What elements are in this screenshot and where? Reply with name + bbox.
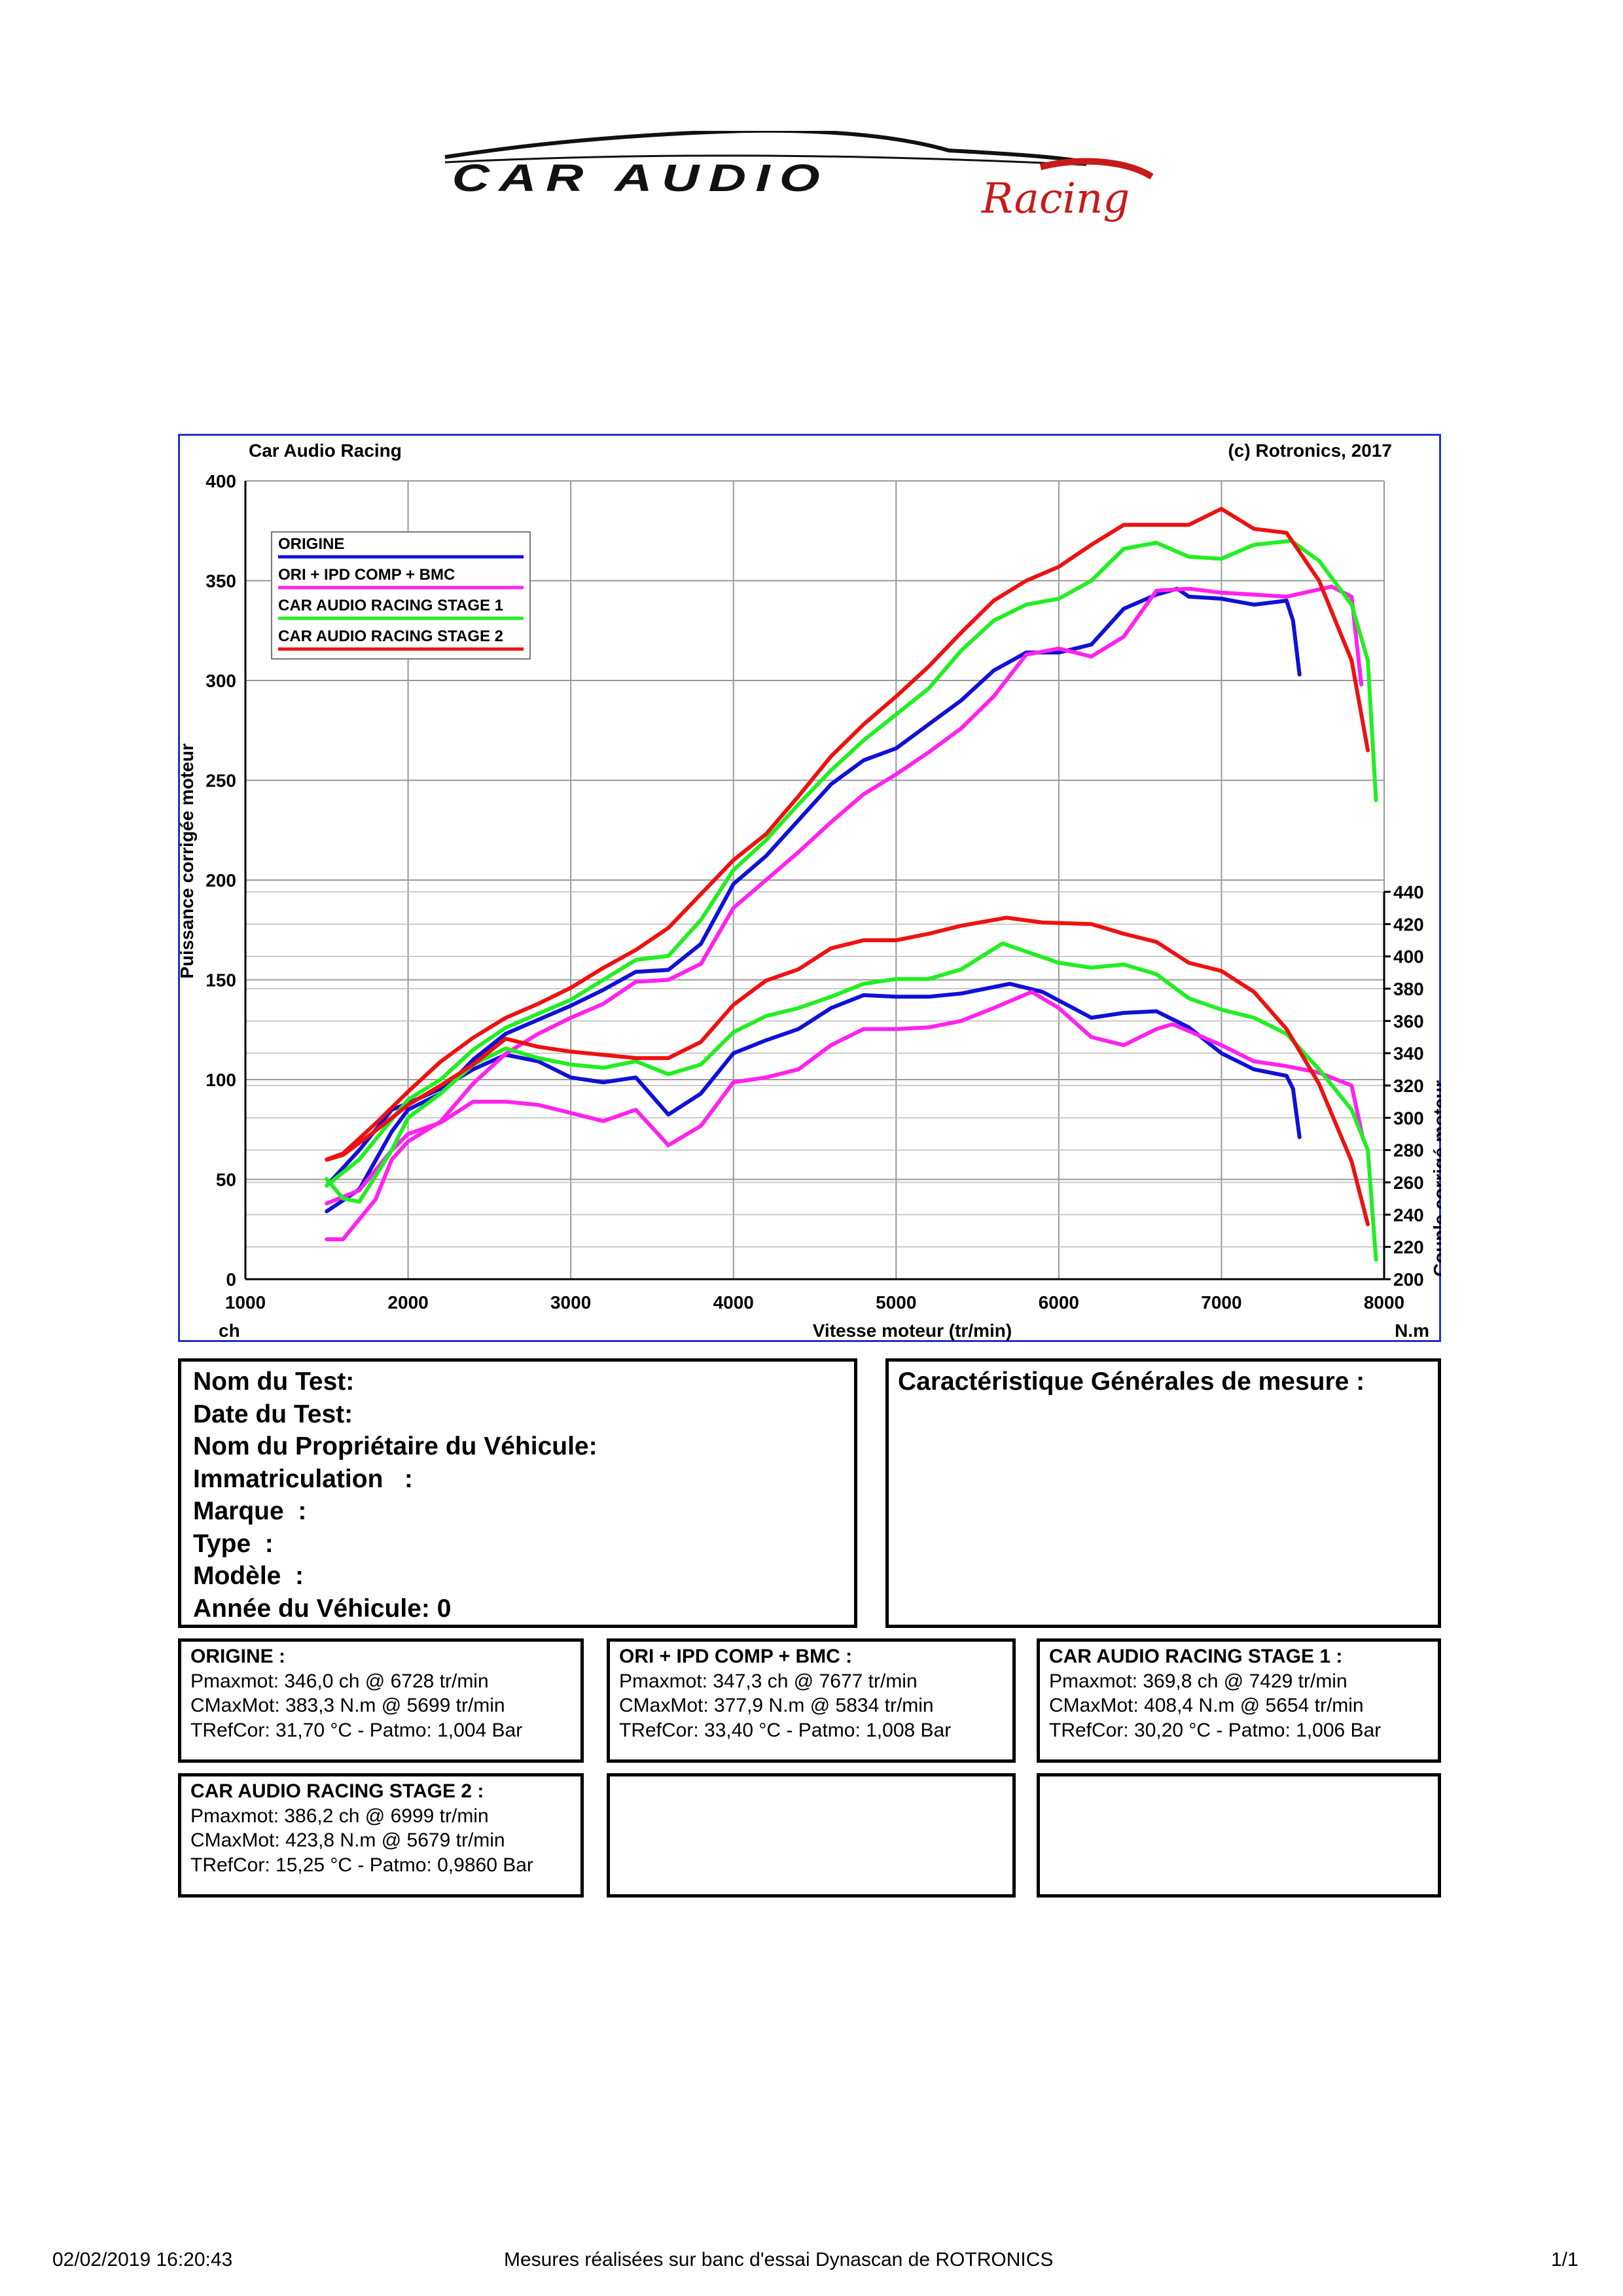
x-axis-label: Vitesse moteur (tr/min) — [813, 1320, 1012, 1341]
result-title: ORI + IPD COMP + BMC : — [619, 1646, 853, 1667]
y2-tick-label: 220 — [1393, 1237, 1424, 1258]
unit-right: N.m — [1395, 1320, 1429, 1341]
result-box-empty-1 — [607, 1773, 1016, 1898]
result-cmax: CMaxMot: 383,3 N.m @ 5699 tr/min — [190, 1695, 505, 1716]
brand-label: Marque : — [193, 1497, 307, 1525]
footer-page: 1/1 — [1551, 2249, 1578, 2270]
result-tref: TRefCor: 15,25 °C - Patmo: 0,9860 Bar — [190, 1854, 533, 1876]
y2-tick-label: 360 — [1393, 1011, 1424, 1031]
y-tick-label: 150 — [205, 970, 236, 991]
y2-tick-label: 400 — [1393, 947, 1424, 967]
result-box-empty-2 — [1037, 1773, 1441, 1898]
x-tick-label: 5000 — [876, 1292, 916, 1313]
power-line-series-4 — [325, 506, 1370, 1161]
result-title: ORIGINE : — [190, 1646, 286, 1667]
legend-label: CAR AUDIO RACING STAGE 2 — [278, 627, 503, 645]
y2-tick-label: 340 — [1393, 1044, 1424, 1064]
result-pmax: Pmaxmot: 347,3 ch @ 7677 tr/min — [619, 1670, 918, 1692]
car-audio-racing-logo: CAR AUDIO Racing — [444, 131, 1154, 223]
torque-line-series-1 — [325, 981, 1302, 1188]
y2-tick-label: 420 — [1393, 914, 1424, 934]
result-tref: TRefCor: 31,70 °C - Patmo: 1,004 Bar — [190, 1719, 523, 1741]
general-characteristics-box: Caractéristique Générales de mesure : — [885, 1358, 1441, 1628]
torque-line-series-4 — [325, 915, 1370, 1227]
general-characteristics-title: Caractéristique Générales de mesure : — [898, 1368, 1365, 1396]
result-title: CAR AUDIO RACING STAGE 2 : — [190, 1780, 484, 1802]
result-tref: TRefCor: 33,40 °C - Patmo: 1,008 Bar — [619, 1719, 952, 1741]
legend-label: CAR AUDIO RACING STAGE 1 — [278, 597, 503, 614]
test-info-box: Nom du Test: Date du Test: Nom du Propri… — [178, 1358, 857, 1628]
y-tick-label: 300 — [205, 671, 236, 691]
legend-label: ORIGINE — [278, 535, 344, 553]
test-date-label: Date du Test: — [193, 1400, 353, 1428]
legend-label: ORI + IPD COMP + BMC — [278, 566, 455, 584]
chart-series — [325, 506, 1378, 1262]
result-box-stage2: CAR AUDIO RACING STAGE 2 : Pmaxmot: 386,… — [178, 1773, 584, 1898]
chart-header-left: Car Audio Racing — [249, 440, 402, 461]
footer-datetime: 02/02/2019 16:20:43 — [52, 2249, 233, 2270]
result-pmax: Pmaxmot: 369,8 ch @ 7429 tr/min — [1049, 1670, 1347, 1692]
x-tick-label: 2000 — [387, 1292, 428, 1313]
y-tick-label: 350 — [205, 571, 236, 592]
y-tick-label: 400 — [205, 471, 236, 491]
y-tick-label: 50 — [216, 1170, 236, 1190]
y2-tick-label: 280 — [1393, 1140, 1424, 1161]
model-label: Modèle : — [193, 1562, 304, 1590]
type-label: Type : — [193, 1529, 274, 1558]
result-cmax: CMaxMot: 423,8 N.m @ 5679 tr/min — [190, 1829, 505, 1851]
power-line-series-3 — [325, 539, 1378, 1188]
result-cmax: CMaxMot: 408,4 N.m @ 5654 tr/min — [1049, 1695, 1364, 1716]
y2-tick-label: 200 — [1393, 1269, 1424, 1290]
y2-tick-label: 320 — [1393, 1076, 1424, 1096]
result-title: CAR AUDIO RACING STAGE 1 : — [1049, 1646, 1343, 1667]
chart-legend: ORIGINE ORI + IPD COMP + BMC CAR AUDIO RAC… — [271, 531, 531, 660]
legend-box — [271, 531, 531, 660]
chart-axes: 1000 2000 3000 4000 5000 6000 7000 8000 0 50 100 15… — [205, 471, 1423, 1313]
x-tick-label: 6000 — [1039, 1292, 1079, 1313]
logo-brand-text: CAR AUDIO — [452, 156, 829, 199]
result-tref: TRefCor: 30,20 °C - Patmo: 1,006 Bar — [1049, 1719, 1382, 1741]
y-tick-label: 100 — [205, 1070, 236, 1090]
y-tick-label: 0 — [226, 1269, 236, 1290]
footer-description: Mesures réalisées sur banc d'essai Dynas… — [504, 2249, 1054, 2270]
x-tick-label: 1000 — [225, 1292, 266, 1313]
x-tick-label: 4000 — [713, 1292, 754, 1313]
y-tick-label: 250 — [205, 771, 236, 791]
registration-label: Immatriculation : — [193, 1464, 413, 1493]
power-line-series-2 — [325, 584, 1364, 1241]
result-box-origine: ORIGINE : Pmaxmot: 346,0 ch @ 6728 tr/mi… — [178, 1638, 584, 1763]
result-box-stage1: CAR AUDIO RACING STAGE 1 : Pmaxmot: 369,… — [1037, 1638, 1441, 1763]
y-axis-label-right: Couple corrigé moteur — [1430, 1080, 1441, 1277]
year-label: Année du Véhicule: 0 — [193, 1594, 452, 1623]
torque-line-series-2 — [325, 989, 1365, 1206]
result-pmax: Pmaxmot: 346,0 ch @ 6728 tr/min — [190, 1670, 489, 1692]
y2-tick-label: 240 — [1393, 1205, 1424, 1225]
result-box-ipd-bmc: ORI + IPD COMP + BMC : Pmaxmot: 347,3 ch… — [607, 1638, 1016, 1763]
x-tick-label: 3000 — [550, 1292, 591, 1313]
y2-tick-label: 440 — [1393, 882, 1424, 902]
y2-tick-label: 260 — [1393, 1173, 1424, 1193]
y2-tick-label: 380 — [1393, 979, 1424, 999]
chart-header-right: (c) Rotronics, 2017 — [1228, 440, 1392, 461]
x-tick-label: 8000 — [1364, 1292, 1404, 1313]
result-pmax: Pmaxmot: 386,2 ch @ 6999 tr/min — [190, 1805, 489, 1827]
owner-label: Nom du Propriétaire du Véhicule: — [193, 1432, 597, 1460]
y2-tick-label: 300 — [1393, 1108, 1424, 1128]
x-tick-label: 7000 — [1201, 1292, 1241, 1313]
y-axis-label-left: Puissance corrigée moteur — [178, 743, 197, 979]
unit-left: ch — [219, 1320, 240, 1341]
test-name-label: Nom du Test: — [193, 1368, 355, 1396]
power-line-series-1 — [325, 586, 1302, 1214]
chart-frame — [178, 434, 1441, 1342]
result-cmax: CMaxMot: 377,9 N.m @ 5834 tr/min — [619, 1695, 934, 1716]
y-tick-label: 200 — [205, 870, 236, 891]
logo-script-text: Racing — [981, 175, 1130, 223]
dyno-chart: 1000 2000 3000 4000 5000 6000 7000 8000 0 50 100 15… — [178, 440, 1441, 1341]
